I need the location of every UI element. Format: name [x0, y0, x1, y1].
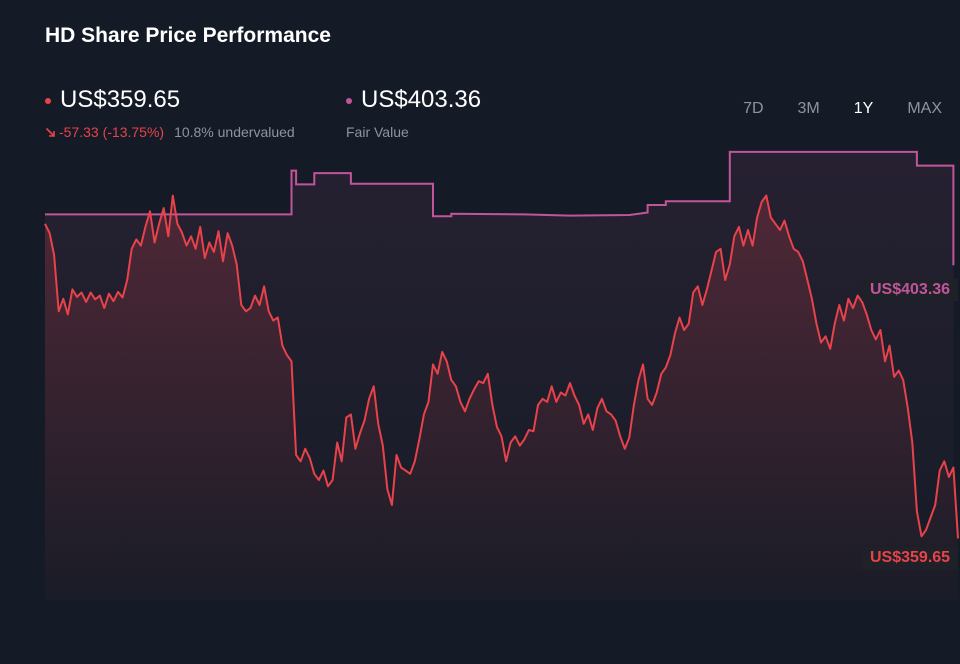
range-tabs: 7D 3M 1Y MAX	[709, 100, 942, 118]
fair-value-block: US$403.36 Fair Value	[346, 86, 481, 140]
price-change: -57.33 (-13.75%)	[45, 124, 164, 140]
page-title: HD Share Price Performance	[45, 24, 331, 47]
share-price-end-label: US$359.65	[862, 547, 959, 570]
share-price-area	[45, 195, 958, 600]
tab-1y[interactable]: 1Y	[853, 100, 874, 117]
tab-7d[interactable]: 7D	[743, 100, 764, 117]
share-price-line	[44, 194, 959, 539]
fair-value-end-label: US$403.36	[862, 279, 959, 302]
fair-value-label: Fair Value	[346, 124, 409, 140]
current-price-block: US$359.65 -57.33 (-13.75%) 10.8% underva…	[45, 86, 295, 140]
tab-3m[interactable]: 3M	[797, 100, 820, 117]
current-price: US$359.65	[60, 86, 181, 113]
valuation-status: 10.8% undervalued	[174, 124, 295, 140]
fair-value-dot	[346, 98, 352, 104]
fair-value-line	[45, 150, 955, 266]
fair-value-price: US$403.36	[361, 86, 482, 113]
tab-max[interactable]: MAX	[907, 100, 942, 117]
arrow-down-right-icon	[45, 127, 55, 137]
current-price-dot	[45, 98, 51, 104]
price-change-value: -57.33 (-13.75%)	[59, 124, 165, 140]
